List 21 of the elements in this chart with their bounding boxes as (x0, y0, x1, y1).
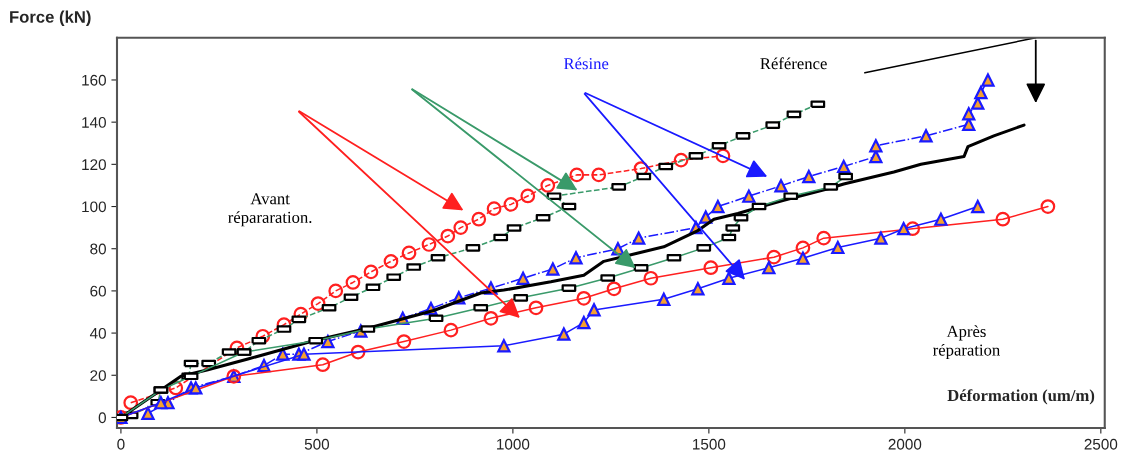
y-tick-label: 0 (98, 412, 106, 424)
annotation: Après réparation (933, 325, 1000, 360)
annotation: Résine (563, 57, 609, 70)
x-tick-label: 2500 (1084, 438, 1118, 450)
annotation: Avant répararation. (228, 193, 312, 227)
y-tick-label: 60 (90, 285, 106, 297)
x-tick-label: 2000 (888, 438, 922, 450)
y-tick-label: 100 (82, 201, 106, 213)
x-tick-label: 1000 (497, 438, 530, 450)
x-tick-label: 500 (304, 438, 330, 450)
y-tick-label: 120 (82, 159, 106, 171)
y-axis-title: Force (kN) (10, 10, 91, 27)
y-tick-label: 140 (82, 117, 106, 128)
x-tick-label: 1500 (693, 438, 726, 450)
y-tick-label: 160 (82, 74, 106, 86)
y-tick-label: 40 (89, 327, 106, 339)
y-tick-label: 20 (90, 370, 106, 381)
x-tick-label: 0 (117, 438, 125, 450)
x-axis-title: Déformation (um/m) (947, 389, 1095, 405)
annotation: Référence (760, 57, 827, 70)
y-tick-label: 80 (90, 243, 106, 255)
